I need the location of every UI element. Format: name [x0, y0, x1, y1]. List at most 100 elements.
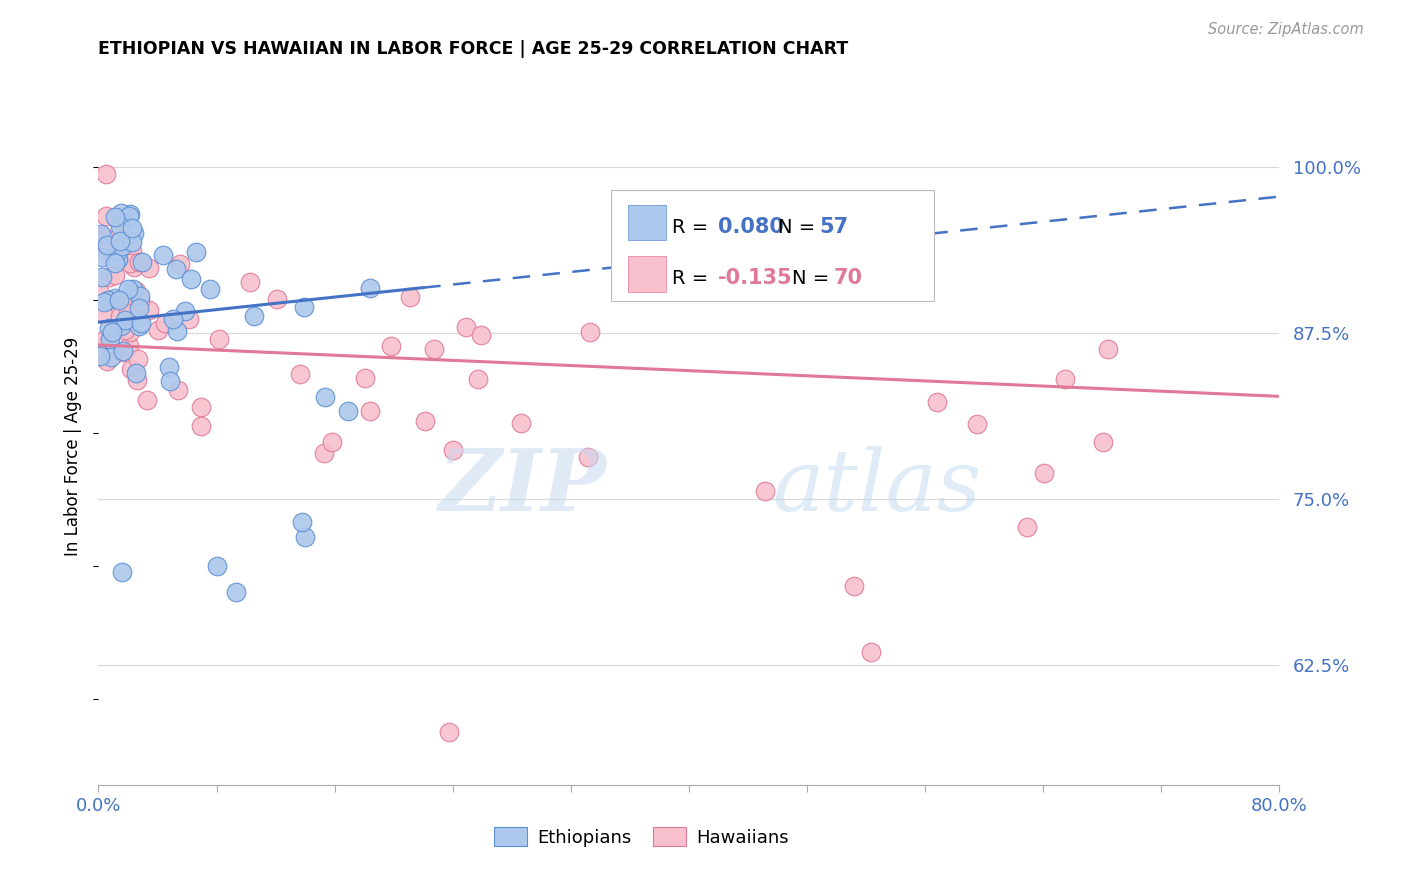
Point: [122, 226, 145, 240]
Point: [120, 362, 142, 376]
Point: [174, 303, 197, 318]
Point: [91, 307, 114, 321]
Point: [111, 214, 134, 228]
Point: [157, 360, 180, 375]
Point: [454, 320, 477, 334]
Point: [97, 293, 120, 307]
Point: [127, 372, 149, 386]
Point: [1053, 372, 1076, 386]
Point: [108, 293, 131, 307]
Point: [292, 300, 315, 314]
Point: [91, 229, 114, 244]
Point: [208, 332, 231, 346]
Point: [166, 324, 188, 338]
Point: [842, 578, 865, 592]
Point: [110, 319, 132, 334]
Point: [467, 372, 489, 386]
Point: [239, 275, 262, 289]
Point: [225, 585, 247, 599]
Point: [118, 256, 141, 270]
Point: [153, 316, 176, 330]
Point: [111, 343, 134, 358]
Point: [1017, 520, 1039, 534]
Point: [423, 342, 446, 356]
Point: [117, 282, 139, 296]
Text: 57: 57: [820, 217, 848, 237]
Point: [413, 414, 436, 428]
Point: [98, 332, 121, 346]
Y-axis label: In Labor Force | Age 25-29: In Labor Force | Age 25-29: [65, 336, 83, 556]
Point: [104, 268, 127, 283]
Point: [108, 234, 131, 248]
Point: [90, 227, 112, 241]
Point: [107, 244, 129, 259]
Point: [114, 313, 136, 327]
Point: [138, 260, 160, 275]
Point: [925, 394, 948, 409]
Text: atlas: atlas: [772, 445, 981, 528]
Point: [89, 349, 111, 363]
Point: [205, 558, 228, 573]
Point: [93, 295, 115, 310]
Text: Source: ZipAtlas.com: Source: ZipAtlas.com: [1208, 22, 1364, 37]
Point: [118, 325, 141, 339]
Point: [97, 320, 120, 334]
Point: [118, 339, 141, 353]
Point: [128, 255, 150, 269]
Point: [1091, 434, 1114, 449]
Point: [94, 167, 117, 181]
Point: [179, 312, 201, 326]
Point: [101, 325, 124, 339]
Point: [100, 350, 122, 364]
Point: [114, 323, 136, 337]
Point: [131, 254, 153, 268]
Text: 70: 70: [834, 268, 862, 288]
Point: [121, 221, 143, 235]
Point: [359, 404, 381, 418]
Point: [136, 393, 159, 408]
Point: [294, 530, 316, 544]
Point: [859, 645, 882, 659]
Point: [96, 337, 118, 351]
Point: [353, 371, 375, 385]
Point: [180, 272, 202, 286]
Point: [90, 250, 112, 264]
Point: [128, 319, 150, 334]
Point: [108, 219, 131, 234]
Point: [110, 206, 132, 220]
Point: [104, 291, 127, 305]
Point: [288, 368, 311, 382]
Point: [1097, 342, 1119, 356]
Text: R =: R =: [672, 268, 714, 288]
Point: [198, 282, 221, 296]
Point: [129, 294, 152, 309]
Point: [122, 282, 145, 296]
Point: [266, 292, 288, 306]
Point: [754, 484, 776, 499]
Point: [96, 238, 118, 252]
Legend: Ethiopians, Hawaiians: Ethiopians, Hawaiians: [486, 820, 797, 854]
Point: [124, 366, 146, 380]
Point: [380, 339, 402, 353]
Point: [159, 374, 181, 388]
Point: [359, 281, 381, 295]
Point: [190, 418, 212, 433]
Point: [966, 417, 988, 431]
Point: [576, 450, 599, 465]
Point: [125, 284, 148, 298]
Point: [110, 238, 132, 252]
Point: [314, 391, 336, 405]
Point: [96, 354, 118, 368]
Point: [1032, 466, 1054, 480]
Point: [399, 290, 422, 304]
Point: [121, 235, 143, 249]
Point: [437, 724, 460, 739]
Point: [169, 258, 191, 272]
Text: -0.135: -0.135: [718, 268, 793, 288]
Point: [94, 209, 117, 223]
Text: N =: N =: [779, 218, 823, 236]
Point: [111, 566, 134, 580]
Point: [152, 248, 174, 262]
Point: [509, 416, 531, 430]
Point: [470, 327, 492, 342]
